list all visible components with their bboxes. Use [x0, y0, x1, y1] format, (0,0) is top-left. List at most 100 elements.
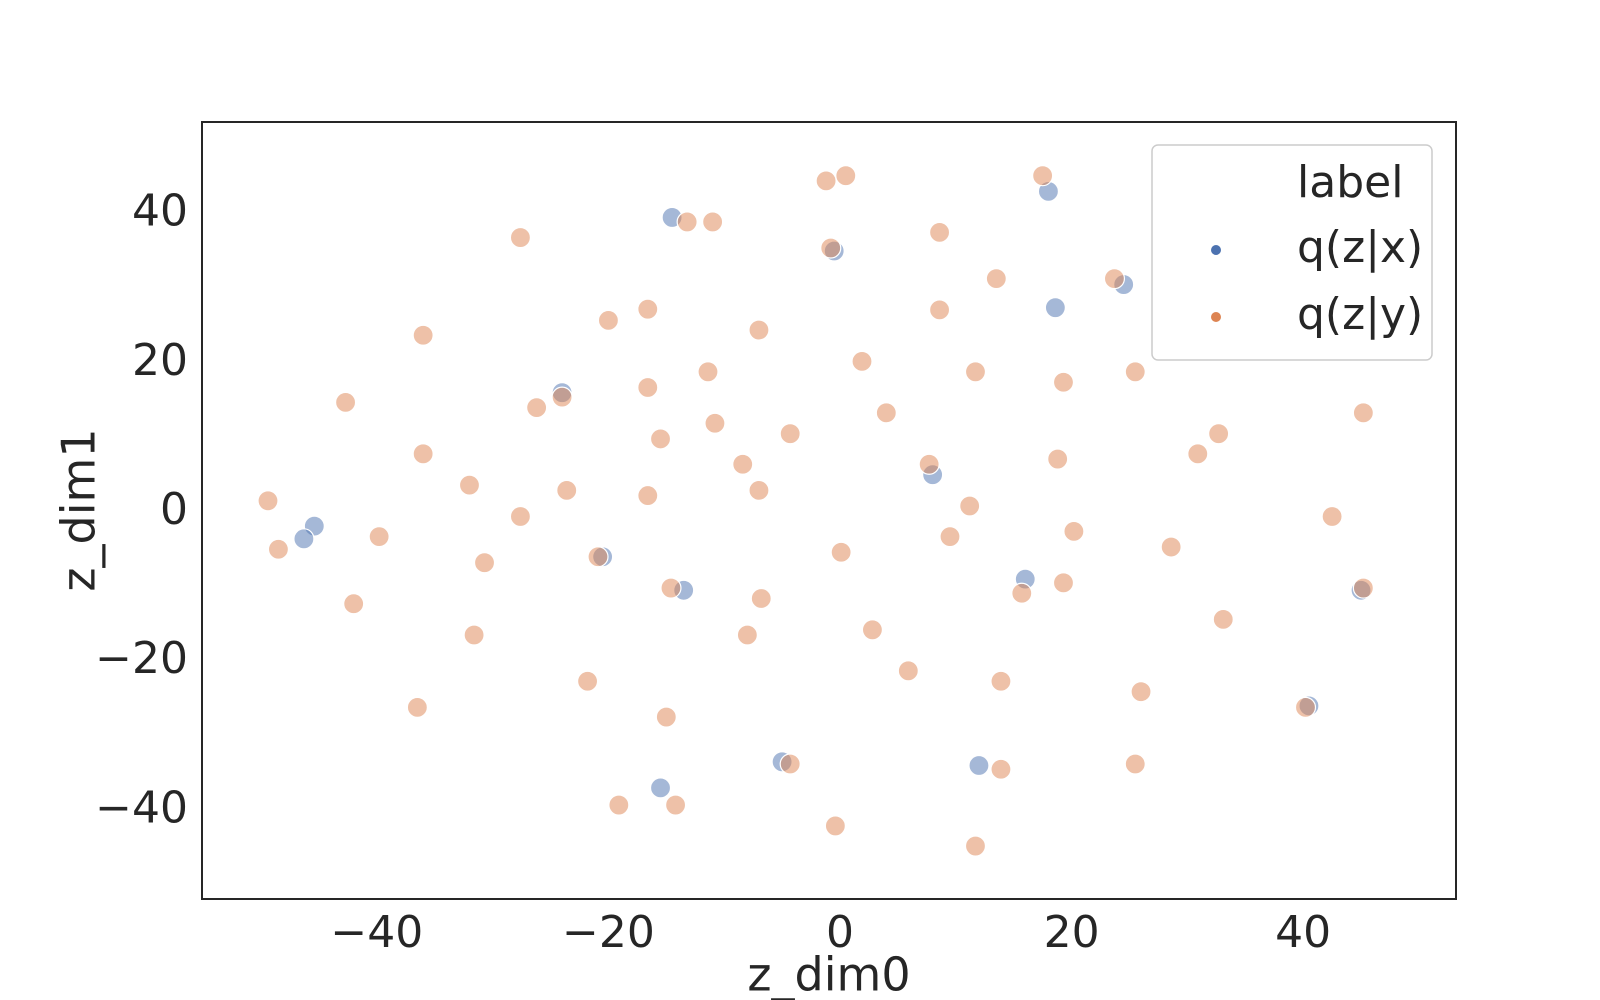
point — [750, 587, 772, 610]
point — [1044, 297, 1066, 319]
point — [406, 696, 428, 718]
point — [1352, 402, 1374, 424]
legend-box — [1151, 144, 1433, 361]
point — [990, 670, 1012, 692]
point — [851, 350, 873, 372]
point — [939, 525, 961, 548]
point — [463, 624, 485, 646]
point — [473, 552, 496, 574]
point — [637, 298, 659, 320]
point — [637, 376, 659, 399]
x-tick-label: 0 — [826, 907, 854, 958]
point — [1321, 505, 1343, 528]
point — [637, 484, 659, 507]
point — [1160, 536, 1182, 558]
point — [985, 267, 1007, 290]
point — [556, 479, 578, 501]
point — [1124, 361, 1146, 383]
point — [835, 165, 857, 187]
point — [964, 835, 987, 857]
point — [649, 777, 672, 799]
point — [343, 593, 365, 615]
point — [820, 237, 842, 259]
point — [267, 538, 290, 560]
point — [697, 361, 719, 383]
point — [1130, 681, 1152, 703]
point — [293, 528, 315, 550]
point — [875, 402, 897, 424]
y-tick-label: −40 — [95, 782, 188, 833]
point — [1047, 448, 1069, 470]
point — [660, 577, 682, 599]
point — [779, 423, 801, 445]
x-tick-label: 20 — [1044, 907, 1100, 958]
point — [897, 660, 919, 682]
point — [928, 221, 951, 243]
point — [928, 299, 951, 321]
point — [918, 453, 940, 475]
point — [257, 490, 279, 512]
point — [736, 624, 758, 646]
point — [412, 324, 434, 346]
y-tick-label: −20 — [95, 633, 188, 684]
y-axis-label: z_dim1 — [52, 428, 106, 591]
point — [334, 391, 357, 413]
point — [824, 815, 846, 837]
point — [1294, 696, 1317, 718]
point — [576, 670, 599, 692]
point — [779, 753, 801, 775]
x-tick-label: −20 — [562, 907, 655, 958]
point — [551, 386, 573, 408]
point — [1124, 753, 1146, 775]
point — [968, 754, 990, 777]
point — [664, 794, 687, 816]
point — [412, 443, 434, 465]
point — [1052, 371, 1075, 393]
point — [509, 226, 532, 249]
x-tick-label: 40 — [1275, 907, 1331, 958]
point — [1032, 165, 1054, 187]
point — [1352, 577, 1374, 599]
point — [676, 211, 698, 233]
y-tick-label: 40 — [132, 186, 188, 237]
point — [608, 794, 630, 816]
point — [704, 412, 726, 434]
point — [1063, 520, 1085, 542]
legend-marker — [1211, 312, 1221, 322]
legend-title: label — [1297, 157, 1403, 208]
point — [1052, 572, 1075, 594]
point — [587, 546, 609, 568]
series-points — [257, 165, 1374, 857]
point — [702, 211, 724, 233]
point — [815, 170, 837, 192]
point — [861, 619, 884, 641]
x-axis-label: z_dim0 — [747, 948, 910, 1000]
plot-frame — [201, 121, 1457, 900]
point — [1187, 443, 1209, 465]
point — [830, 541, 852, 563]
point — [655, 706, 677, 728]
legend-label: q(z|y) — [1297, 289, 1423, 340]
point — [368, 525, 390, 548]
point — [526, 396, 548, 419]
point — [748, 319, 770, 341]
x-tick-label: −40 — [330, 907, 423, 958]
point — [649, 428, 672, 450]
point — [732, 453, 754, 475]
y-tick-label: 20 — [132, 335, 188, 386]
point — [964, 361, 987, 383]
point — [1011, 582, 1033, 604]
legend-label: q(z|x) — [1297, 222, 1423, 273]
point — [1103, 267, 1126, 290]
legend-marker — [1211, 245, 1221, 255]
y-tick-label: 0 — [160, 484, 188, 535]
point — [959, 495, 981, 517]
point — [1208, 423, 1230, 445]
point — [509, 505, 532, 528]
point — [990, 758, 1012, 780]
point — [597, 309, 620, 331]
point — [748, 479, 770, 501]
point — [1212, 608, 1234, 630]
point — [458, 474, 481, 496]
